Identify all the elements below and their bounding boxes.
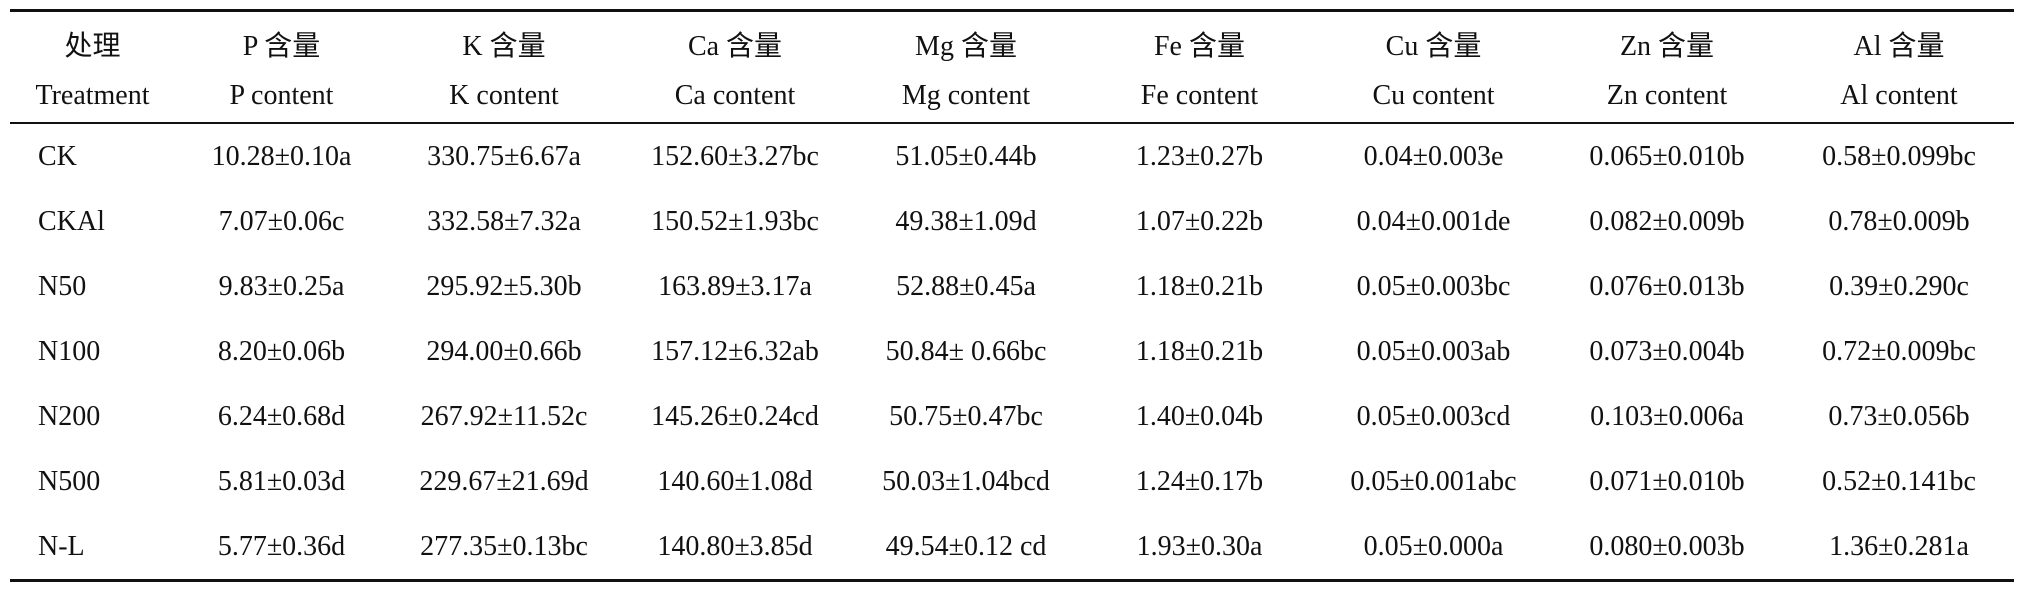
table-cell: 229.67±21.69d bbox=[419, 465, 589, 497]
table-cell: 0.05±0.001abc bbox=[1350, 465, 1517, 497]
header-cell: Ca 含量 bbox=[687, 31, 783, 62]
row-label: N-L bbox=[38, 530, 85, 562]
table-cell: 0.05±0.000a bbox=[1363, 530, 1504, 562]
table-cell: 7.07±0.06c bbox=[218, 205, 345, 237]
table-cell: 0.05±0.003ab bbox=[1356, 335, 1511, 367]
table-cell: 0.073±0.004b bbox=[1589, 335, 1745, 367]
header-cell: P content bbox=[229, 80, 334, 111]
table-cell: 52.88±0.45a bbox=[896, 270, 1036, 302]
table-row: N50 9.83±0.25a 295.92±5.30b 163.89±3.17a 52.… bbox=[10, 254, 2014, 319]
table-row: N-L 5.77±0.36d 277.35±0.13bc 140.80±3.85d 49… bbox=[10, 514, 2014, 581]
header-row-en: Treatment P content K content Ca content Mg … bbox=[10, 70, 2014, 123]
table-cell: 150.52±1.93bc bbox=[651, 205, 819, 237]
table-cell: 0.05±0.003bc bbox=[1356, 270, 1511, 302]
row-label: N100 bbox=[38, 335, 101, 367]
table-cell: 49.38±1.09d bbox=[895, 205, 1037, 237]
table-cell: 1.07±0.22b bbox=[1135, 205, 1264, 237]
table-cell: 0.04±0.001de bbox=[1356, 205, 1511, 237]
header-cell: K 含量 bbox=[462, 31, 546, 62]
table-cell: 49.54±0.12 cd bbox=[885, 530, 1047, 562]
table-cell: 145.26±0.24cd bbox=[651, 400, 819, 432]
header-cell: Al content bbox=[1840, 80, 1958, 111]
table-row: CK 10.28±0.10a 330.75±6.67a 152.60±3.27bc 51… bbox=[10, 123, 2014, 189]
table-cell: 140.60±1.08d bbox=[657, 465, 813, 497]
table-row: N100 8.20±0.06b 294.00±0.66b 157.12±6.32ab 5… bbox=[10, 319, 2014, 384]
table-cell: 0.082±0.009b bbox=[1589, 205, 1745, 237]
table-cell: 50.84± 0.66bc bbox=[885, 335, 1047, 367]
table-cell: 295.92±5.30b bbox=[426, 270, 582, 302]
row-label: N500 bbox=[38, 465, 101, 497]
table-cell: 1.18±0.21b bbox=[1135, 335, 1264, 367]
table-cell: 1.40±0.04b bbox=[1135, 400, 1264, 432]
header-cell: 处理 bbox=[64, 31, 121, 62]
header-cell: Fe 含量 bbox=[1153, 31, 1245, 62]
table-cell: 1.93±0.30a bbox=[1136, 530, 1263, 562]
table-cell: 1.36±0.281a bbox=[1829, 530, 1969, 562]
header-cell: Zn 含量 bbox=[1619, 31, 1715, 62]
header-cell: Cu 含量 bbox=[1385, 31, 1482, 62]
table-cell: 5.77±0.36d bbox=[217, 530, 346, 562]
table-row: CKAl 7.07±0.06c 332.58±7.32a 150.52±1.93bc 4… bbox=[10, 189, 2014, 254]
header-cell: Ca content bbox=[674, 80, 796, 111]
data-table: 处理 P 含量 K 含量 Ca 含量 Mg 含量 Fe 含量 Cu 含量 Zn 含量 Al 含量… bbox=[10, 9, 2014, 582]
table-cell: 140.80±3.85d bbox=[657, 530, 813, 562]
table-cell: 163.89±3.17a bbox=[658, 270, 812, 302]
table-body: CK 10.28±0.10a 330.75±6.67a 152.60±3.27bc 51… bbox=[10, 123, 2014, 581]
table-cell: 50.75±0.47bc bbox=[889, 400, 1043, 432]
header-row-zh: 处理 P 含量 K 含量 Ca 含量 Mg 含量 Fe 含量 Cu 含量 Zn 含量 Al 含量 bbox=[10, 11, 2014, 71]
table-cell: 332.58±7.32a bbox=[427, 205, 581, 237]
header-cell: K content bbox=[449, 80, 559, 111]
table-cell: 0.076±0.013b bbox=[1589, 270, 1745, 302]
table-header: 处理 P 含量 K 含量 Ca 含量 Mg 含量 Fe 含量 Cu 含量 Zn 含量 Al 含量… bbox=[10, 10, 2014, 124]
table-cell: 1.24±0.17b bbox=[1135, 465, 1264, 497]
table-cell: 0.080±0.003b bbox=[1589, 530, 1745, 562]
header-cell: Zn content bbox=[1606, 80, 1728, 111]
table-cell: 0.05±0.003cd bbox=[1356, 400, 1511, 432]
table-cell: 0.065±0.010b bbox=[1589, 140, 1745, 172]
header-cell: Cu content bbox=[1372, 80, 1495, 111]
table-cell: 0.103±0.006a bbox=[1590, 400, 1744, 432]
row-label: CK bbox=[38, 140, 77, 172]
table-cell: 0.58±0.099bc bbox=[1822, 140, 1976, 172]
header-cell: Mg content bbox=[901, 80, 1031, 111]
table-cell: 9.83±0.25a bbox=[218, 270, 345, 302]
row-label: N50 bbox=[38, 270, 87, 302]
row-label: CKAl bbox=[38, 205, 105, 237]
table-cell: 294.00±0.66b bbox=[426, 335, 582, 367]
header-cell: Mg 含量 bbox=[915, 31, 1017, 62]
table-cell: 0.78±0.009b bbox=[1828, 205, 1970, 237]
header-cell: Fe content bbox=[1140, 80, 1259, 111]
table-cell: 0.73±0.056b bbox=[1828, 400, 1970, 432]
table-cell: 330.75±6.67a bbox=[427, 140, 581, 172]
table-cell: 0.72±0.009bc bbox=[1822, 335, 1976, 367]
table-cell: 0.52±0.141bc bbox=[1822, 465, 1976, 497]
table-cell: 5.81±0.03d bbox=[217, 465, 346, 497]
table-cell: 0.04±0.003e bbox=[1363, 140, 1504, 172]
table-cell: 51.05±0.44b bbox=[895, 140, 1037, 172]
table-cell: 1.18±0.21b bbox=[1135, 270, 1264, 302]
table-cell: 277.35±0.13bc bbox=[420, 530, 588, 562]
table-cell: 10.28±0.10a bbox=[211, 140, 352, 172]
table-cell: 8.20±0.06b bbox=[217, 335, 346, 367]
table-row: N200 6.24±0.68d 267.92±11.52c 145.26±0.24cd… bbox=[10, 384, 2014, 449]
table-cell: 0.39±0.290c bbox=[1829, 270, 1969, 302]
table-cell: 157.12±6.32ab bbox=[651, 335, 819, 367]
table-cell: 1.23±0.27b bbox=[1135, 140, 1264, 172]
header-cell: P 含量 bbox=[242, 31, 321, 62]
table-cell: 152.60±3.27bc bbox=[651, 140, 819, 172]
header-cell: Al 含量 bbox=[1853, 31, 1945, 62]
table-cell: 0.071±0.010b bbox=[1589, 465, 1745, 497]
table-cell: 50.03±1.04bcd bbox=[882, 465, 1050, 497]
table-cell: 267.92±11.52c bbox=[420, 400, 588, 432]
table-row: N500 5.81±0.03d 229.67±21.69d 140.60±1.08d 5… bbox=[10, 449, 2014, 514]
row-label: N200 bbox=[38, 400, 101, 432]
header-cell: Treatment bbox=[35, 80, 150, 111]
table-cell: 6.24±0.68d bbox=[217, 400, 346, 432]
